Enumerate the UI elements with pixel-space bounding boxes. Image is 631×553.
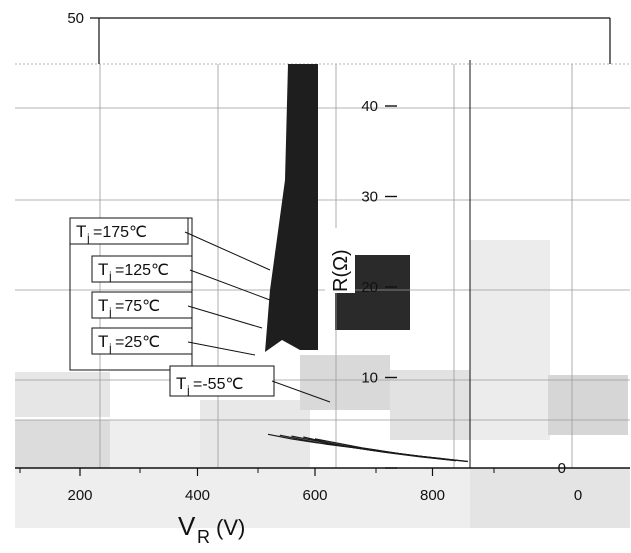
gray-block	[470, 468, 630, 528]
legend-label-value: =25℃	[115, 334, 160, 351]
legend-leader-line	[187, 305, 263, 329]
background-blocks	[15, 240, 630, 528]
y-label-bg	[325, 228, 355, 293]
x-ticks: 200 400 600 800	[19, 468, 495, 504]
gray-block	[200, 400, 310, 468]
x-tick-label: 200	[67, 487, 92, 504]
grid-lines	[15, 63, 630, 468]
legend-box	[91, 327, 193, 355]
gray-block	[15, 420, 110, 468]
legend-label-main: T	[98, 332, 108, 351]
y-tick-label: 10	[361, 370, 378, 387]
x-axis-label-sub: R	[197, 527, 210, 547]
gray-block	[470, 240, 550, 440]
x-tick-label: 800	[420, 487, 445, 504]
gray-block	[15, 468, 470, 528]
x-tick-label: 400	[185, 487, 210, 504]
legend-leader-line	[187, 341, 256, 356]
legend-label-main: T	[76, 222, 86, 241]
gray-block	[548, 375, 628, 435]
legend-label-sub: j	[108, 305, 112, 319]
top-frame: 50	[67, 10, 611, 64]
legend-box	[69, 217, 189, 245]
legend-label-sub: j	[108, 269, 112, 283]
x-axis-label-main: V	[178, 511, 196, 541]
y-tick-label: 20	[361, 279, 378, 296]
legend-label-sub: j	[86, 231, 90, 245]
y-ticks: 0 10 20 30 40	[361, 98, 566, 477]
legend-box	[91, 255, 193, 283]
legend-label-value: =175℃	[93, 224, 147, 241]
legend-label-main: T	[176, 374, 186, 393]
legend-label-sub: j	[108, 341, 112, 355]
x-tick-right: 0	[574, 487, 582, 504]
dark-band	[265, 64, 318, 352]
series-group	[267, 433, 468, 463]
x-axis-label: V R (V)	[178, 511, 245, 547]
legend-leader-line	[189, 269, 271, 301]
gray-block	[300, 355, 390, 410]
legend-label-main: T	[98, 260, 108, 279]
y-tick-top-left: 50	[67, 10, 84, 27]
legend-label-sub: j	[186, 383, 190, 397]
legend-box	[169, 365, 275, 397]
legend-leader-line	[184, 231, 271, 271]
legend-label-value: =-55℃	[193, 376, 243, 393]
gray-block	[15, 372, 110, 417]
legend-label-value: =125℃	[115, 262, 169, 279]
legend-leader-line	[271, 380, 331, 403]
y-tick-label: 40	[361, 98, 378, 115]
series-line-4	[314, 438, 468, 463]
x-tick-label: 600	[302, 487, 327, 504]
gray-block	[110, 420, 200, 468]
y-tick-label: 0	[558, 460, 566, 477]
legend-box	[91, 291, 193, 319]
legend-label-main: T	[98, 296, 108, 315]
legend-label-value: =75℃	[115, 298, 160, 315]
y-axis-label: R(Ω)	[330, 249, 352, 292]
x-axis-label-unit: (V)	[216, 515, 245, 540]
y-tick-label: 30	[361, 189, 378, 206]
